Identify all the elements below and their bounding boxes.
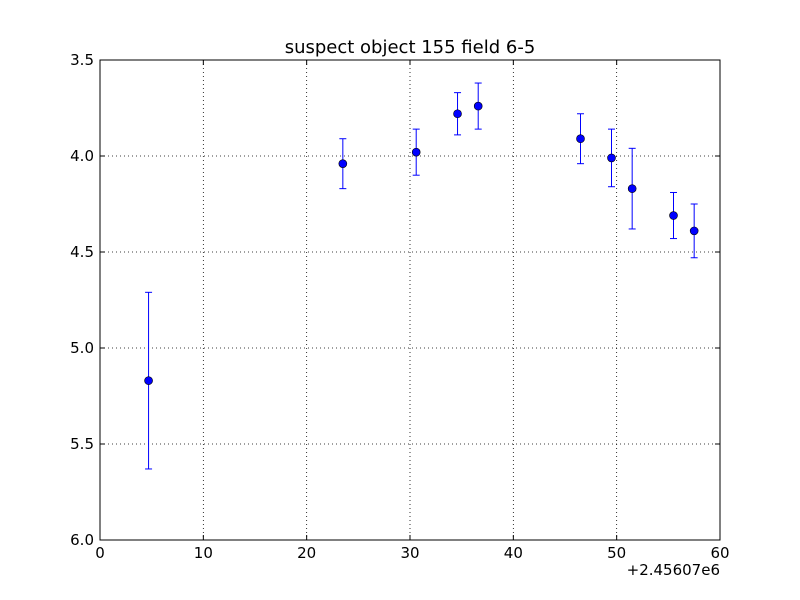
y-tick-label: 5.5 <box>70 435 94 453</box>
data-point <box>473 101 483 111</box>
data-point <box>576 134 585 144</box>
data-point <box>689 226 699 236</box>
chart-title: suspect object 155 field 6-5 <box>285 37 536 58</box>
data-point <box>453 109 462 119</box>
y-tick-label: 5.0 <box>70 339 94 357</box>
grid-lines <box>100 60 720 540</box>
x-axis-offset-label: +2.45607e6 <box>627 561 720 579</box>
y-tick-label: 3.5 <box>70 51 94 69</box>
data-point <box>669 211 678 220</box>
error-bars <box>145 82 698 470</box>
y-tick-label: 4.0 <box>70 147 94 165</box>
y-tick-label: 4.5 <box>70 243 94 261</box>
data-points <box>144 101 699 385</box>
axis-ticks <box>99 59 721 541</box>
data-point <box>411 147 421 157</box>
tick-labels: 0 10 20 30 40 50 60 3.5 4.0 4.5 5.0 5.5 6.0 <box>70 51 729 562</box>
x-tick-label: 60 <box>710 544 729 562</box>
x-tick-label: 40 <box>504 544 523 562</box>
data-point <box>607 153 616 163</box>
data-point <box>627 184 637 193</box>
data-point <box>338 159 348 168</box>
x-tick-label: 20 <box>297 544 316 562</box>
x-tick-label: 50 <box>607 544 626 562</box>
x-tick-label: 0 <box>95 544 105 562</box>
x-tick-label: 30 <box>400 544 419 562</box>
data-point <box>144 376 153 385</box>
y-tick-label: 6.0 <box>70 531 94 549</box>
x-tick-label: 10 <box>194 544 213 562</box>
